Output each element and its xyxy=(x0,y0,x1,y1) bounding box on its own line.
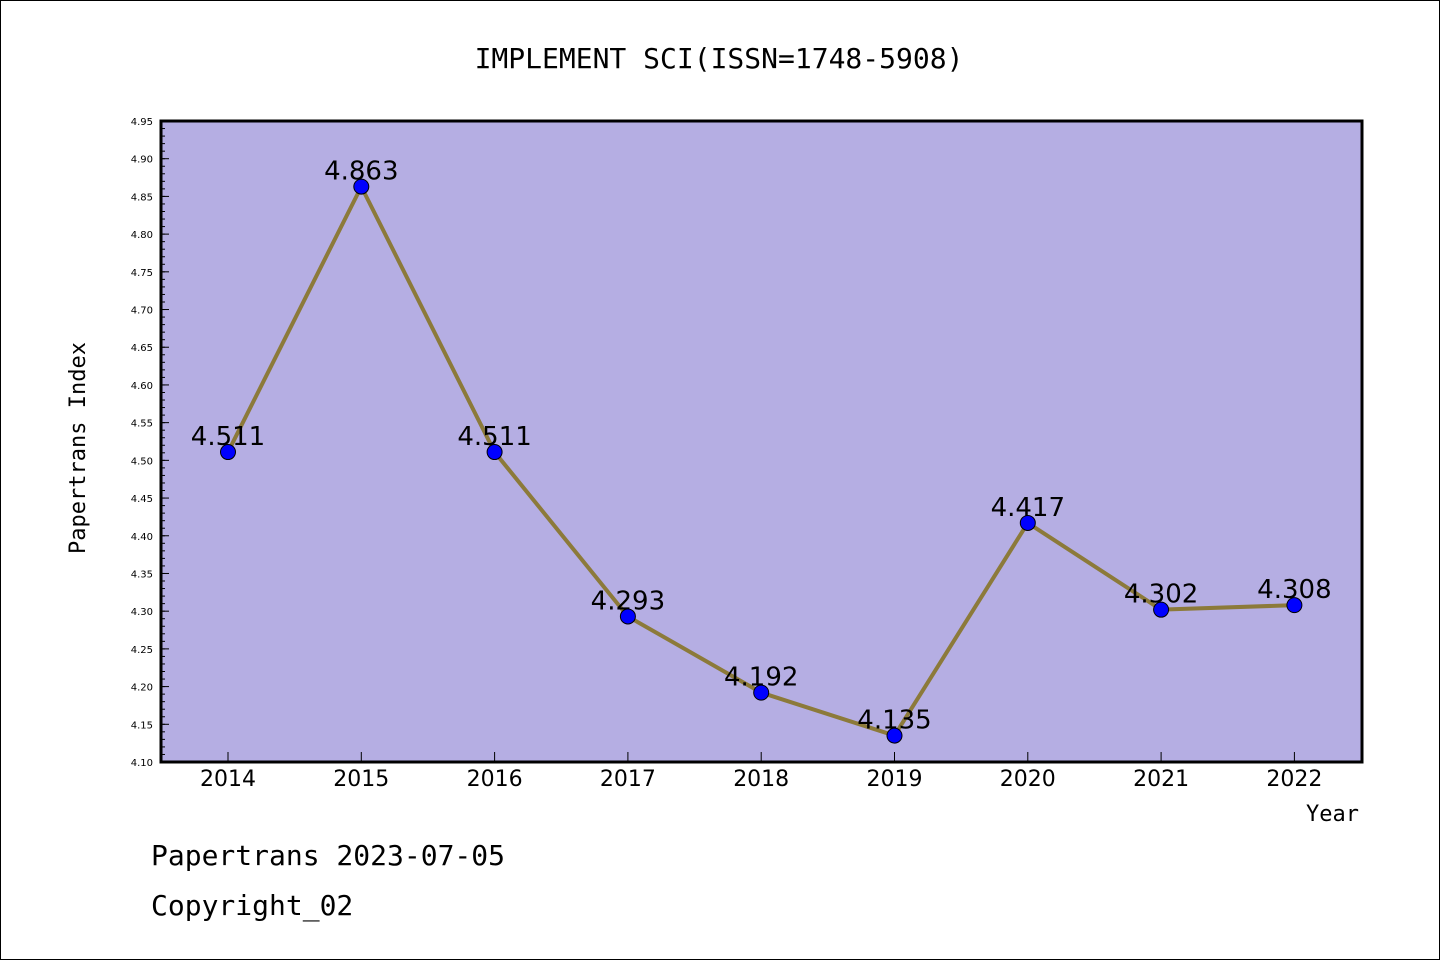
data-label: 4.302 xyxy=(1124,580,1198,610)
x-tick-label: 2021 xyxy=(1133,767,1189,792)
y-axis-label: Papertrans Index xyxy=(66,342,91,554)
y-tick-label: 4.10 xyxy=(131,758,153,769)
y-tick-label: 4.40 xyxy=(131,532,153,543)
data-label: 4.863 xyxy=(324,157,398,187)
y-tick-label: 4.35 xyxy=(131,569,153,580)
data-point xyxy=(1019,514,1036,531)
data-label: 4.293 xyxy=(591,586,665,616)
data-point xyxy=(1153,601,1170,618)
chart-title: IMPLEMENT SCI(ISSN=1748-5908) xyxy=(475,42,964,75)
data-point xyxy=(886,727,903,744)
y-tick-label: 4.55 xyxy=(131,419,153,430)
y-tick-label: 4.90 xyxy=(131,155,153,166)
x-tick-label: 2016 xyxy=(467,767,523,792)
x-tick-label: 2015 xyxy=(333,767,389,792)
data-point xyxy=(486,444,503,461)
data-label: 4.511 xyxy=(457,422,531,452)
data-label: 4.192 xyxy=(724,663,798,693)
data-labels: 4.511 4.863 4.511 4.293 4.192 4.135 4.417 4.302… xyxy=(191,157,1332,736)
data-markers xyxy=(220,178,1303,744)
x-tick-label: 2014 xyxy=(200,767,256,792)
x-axis: 2014 2015 2016 2017 2018 2019 2020 2021 2022 xyxy=(200,752,1322,792)
data-label: 4.511 xyxy=(191,422,265,452)
data-point xyxy=(619,608,636,625)
footer-copyright: Copyright_02 xyxy=(151,889,353,923)
x-tick-label: 2020 xyxy=(1000,767,1056,792)
x-axis-label: Year xyxy=(1306,802,1359,827)
x-tick-label: 2017 xyxy=(600,767,656,792)
data-point xyxy=(353,178,370,195)
data-point xyxy=(220,444,236,461)
x-tick-label: 2018 xyxy=(733,767,789,792)
y-tick-label: 4.45 xyxy=(131,494,153,505)
y-tick-label: 4.60 xyxy=(131,381,153,392)
data-point xyxy=(753,684,770,701)
plot-area xyxy=(159,119,1364,764)
y-tick-label: 4.95 xyxy=(131,117,153,128)
footer-date: Papertrans 2023-07-05 xyxy=(151,839,505,872)
y-tick-label: 4.80 xyxy=(131,230,153,241)
y-tick-label: 4.50 xyxy=(131,456,153,467)
y-tick-label: 4.20 xyxy=(131,683,153,694)
y-tick-label: 4.25 xyxy=(131,645,153,656)
y-tick-label: 4.15 xyxy=(131,720,153,731)
y-tick-label: 4.65 xyxy=(131,343,153,354)
y-axis: 4.10 4.15 4.20 4.25 4.30 4.35 4.40 4.45 4.50 4.55… xyxy=(131,117,169,769)
y-tick-label: 4.70 xyxy=(131,306,153,317)
x-tick-label: 2022 xyxy=(1266,767,1322,792)
data-label: 4.417 xyxy=(991,493,1065,523)
y-tick-label: 4.30 xyxy=(131,607,153,618)
y-tick-label: 4.85 xyxy=(131,192,153,203)
data-label: 4.308 xyxy=(1257,575,1331,605)
data-point xyxy=(1286,597,1303,614)
y-tick-label: 4.75 xyxy=(131,268,153,279)
x-tick-label: 2019 xyxy=(867,767,923,792)
data-label: 4.135 xyxy=(857,706,931,736)
